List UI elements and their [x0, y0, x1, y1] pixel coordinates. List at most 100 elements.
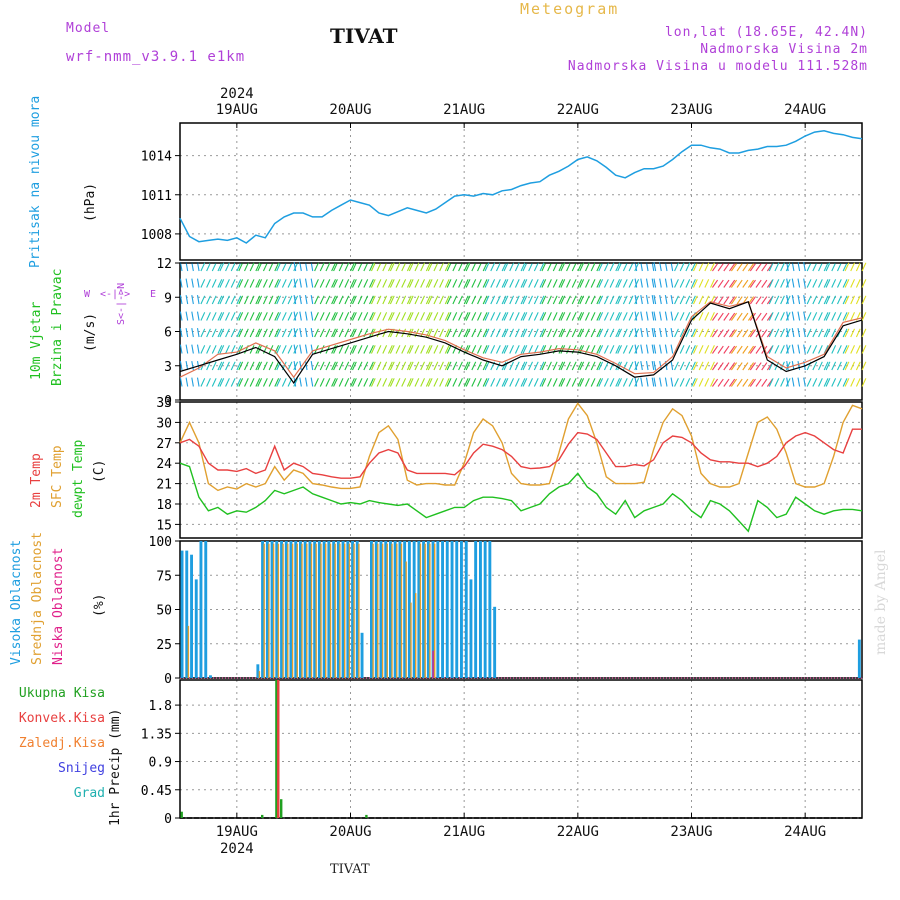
wind-barb — [528, 361, 533, 371]
wind-barb — [590, 378, 596, 387]
wind-barb — [389, 312, 395, 321]
wind-barb — [420, 312, 425, 321]
wind-barb — [509, 378, 514, 387]
wind-barb — [439, 295, 444, 305]
wind-barb — [520, 345, 526, 354]
wind-barb — [659, 377, 662, 387]
wind-barb — [293, 312, 299, 321]
wind-barb — [528, 279, 533, 288]
wind-barb — [420, 361, 425, 371]
wind-barb — [698, 279, 704, 288]
wind-barb — [501, 378, 507, 387]
wind-barb — [477, 345, 482, 354]
wind-barb — [287, 312, 293, 321]
wind-barb — [257, 378, 263, 387]
wind-barb — [577, 279, 583, 288]
legend-hail: Grad — [73, 786, 105, 801]
wind-barb — [382, 262, 388, 272]
y-tick-label: 0 — [164, 394, 172, 409]
cloud-high-bar — [299, 541, 302, 678]
wind-barb — [598, 345, 604, 354]
wind-barb — [520, 262, 526, 272]
wind-barb — [185, 328, 189, 338]
wind-barb — [645, 262, 649, 272]
wind-barb — [274, 312, 280, 321]
precip-total-bar — [365, 814, 368, 818]
wind-barb — [509, 361, 514, 371]
cloud-high-bar — [398, 541, 402, 678]
wind-barb — [446, 361, 452, 371]
wind-barb — [797, 328, 801, 338]
y-tick-label: 18 — [156, 498, 172, 513]
wind-barb — [622, 328, 628, 338]
wind-barb — [503, 345, 509, 354]
wind-barb — [645, 377, 649, 387]
wind-barb — [389, 295, 395, 305]
wind-barb — [465, 295, 471, 305]
wind-barb — [520, 295, 526, 305]
wind-barb — [219, 295, 225, 305]
wind-barb — [331, 328, 336, 338]
wind-barb — [761, 279, 768, 288]
wind-barb — [755, 362, 762, 371]
compass-west: W — [84, 289, 91, 300]
wind-barb — [558, 378, 564, 387]
wind-barb — [262, 262, 268, 272]
wind-barb — [179, 344, 183, 354]
wind-barb — [249, 295, 255, 305]
y-tick-label: 1.35 — [141, 727, 172, 742]
wind-barb — [747, 279, 755, 288]
wind-barb — [191, 278, 194, 288]
wind-barb — [439, 378, 444, 387]
wind-barb — [742, 378, 749, 387]
wind-barb — [679, 295, 685, 305]
wind-barb — [818, 328, 823, 338]
wind-barb — [761, 263, 768, 272]
wind-barb — [331, 345, 336, 354]
wind-barb — [293, 295, 297, 305]
wind-barb — [831, 361, 837, 371]
wind-barb — [806, 312, 812, 321]
wind-barb — [685, 378, 691, 387]
wind-barb — [780, 378, 785, 387]
wind-barb — [566, 279, 571, 288]
wind-barb — [363, 295, 369, 305]
wind-barb — [571, 279, 577, 288]
wind-barb — [806, 295, 812, 305]
cloud-mid-bar — [391, 543, 393, 678]
wind-barb — [730, 312, 738, 321]
wind-barb — [304, 262, 308, 272]
cloud-high-bar — [355, 541, 359, 678]
wind-barb — [522, 295, 528, 305]
wind-barb — [406, 361, 412, 371]
cloud-high-bar — [370, 541, 373, 678]
wind-barb — [528, 378, 533, 387]
wind-barb — [698, 295, 704, 305]
wind-barb — [482, 262, 488, 272]
wind-barb — [206, 312, 211, 321]
wind-barb — [262, 312, 268, 321]
wind-barb — [653, 278, 657, 288]
wind-barb — [797, 262, 801, 272]
wind-barb — [395, 378, 401, 387]
cloud-high-bar — [332, 541, 336, 678]
wind-barb — [691, 345, 696, 354]
wind-barb — [314, 328, 319, 338]
wind-barb — [389, 361, 395, 371]
wind-barb — [670, 377, 674, 387]
wind-barb — [257, 262, 263, 272]
wind-barb — [651, 278, 655, 288]
wind-barb — [338, 328, 344, 338]
wind-barb — [541, 328, 547, 338]
wind-barb — [653, 311, 657, 321]
wind-barb — [333, 279, 338, 288]
wind-barb — [465, 312, 471, 321]
wind-barb — [357, 361, 363, 371]
wind-barb — [433, 262, 439, 272]
wind-barb — [482, 328, 488, 338]
wind-barb — [711, 279, 719, 288]
wind-barb — [539, 328, 545, 338]
y-tick-label: 0 — [164, 812, 172, 827]
wind-barb — [622, 378, 628, 387]
wind-barb — [363, 361, 369, 371]
